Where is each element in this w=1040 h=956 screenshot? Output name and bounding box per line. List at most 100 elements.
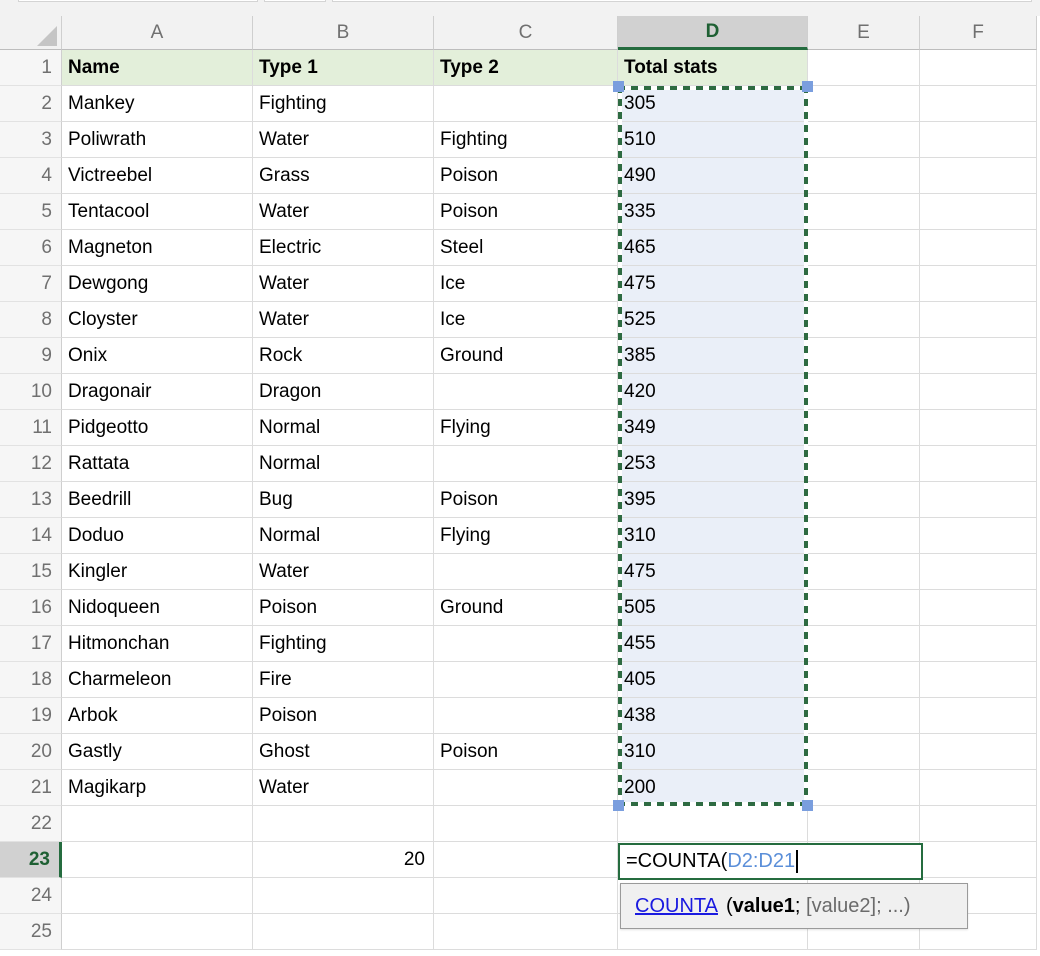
table-row[interactable]: 310	[618, 734, 808, 770]
grid-cell-empty[interactable]	[920, 518, 1037, 554]
function-wizard-box[interactable]	[264, 0, 326, 2]
column-header-b[interactable]: B	[253, 16, 434, 50]
table-row[interactable]: Magikarp	[62, 770, 253, 806]
table-row[interactable]: 405	[618, 662, 808, 698]
name-box[interactable]	[18, 0, 258, 2]
grid-cell-empty[interactable]	[253, 878, 434, 914]
table-row[interactable]: Normal	[253, 518, 434, 554]
table-row[interactable]: Water	[253, 302, 434, 338]
grid-cell-empty[interactable]	[920, 770, 1037, 806]
table-row[interactable]: Onix	[62, 338, 253, 374]
grid-cell-empty[interactable]	[920, 590, 1037, 626]
row-header-11[interactable]: 11	[0, 410, 62, 446]
table-row[interactable]: Poison	[434, 194, 618, 230]
table-row[interactable]: Rock	[253, 338, 434, 374]
table-row[interactable]: Kingler	[62, 554, 253, 590]
table-row[interactable]	[434, 662, 618, 698]
table-row[interactable]: 349	[618, 410, 808, 446]
table-row[interactable]: Cloyster	[62, 302, 253, 338]
row-header-14[interactable]: 14	[0, 518, 62, 554]
column-header-f[interactable]: F	[920, 16, 1037, 50]
table-row[interactable]: Normal	[253, 446, 434, 482]
row-header-4[interactable]: 4	[0, 158, 62, 194]
grid-cell-empty[interactable]	[920, 50, 1037, 86]
column-header-e[interactable]: E	[808, 16, 920, 50]
table-row[interactable]: Victreebel	[62, 158, 253, 194]
table-row[interactable]: Water	[253, 554, 434, 590]
grid-cell-empty[interactable]	[808, 86, 920, 122]
table-row[interactable]	[434, 446, 618, 482]
grid-cell-empty[interactable]	[920, 410, 1037, 446]
grid-cell-empty[interactable]	[808, 590, 920, 626]
grid-cell-empty[interactable]	[808, 770, 920, 806]
grid-cell-empty[interactable]	[808, 230, 920, 266]
row-header-24[interactable]: 24	[0, 878, 62, 914]
row-header-10[interactable]: 10	[0, 374, 62, 410]
table-row[interactable]: 200	[618, 770, 808, 806]
grid-cell-empty[interactable]	[253, 914, 434, 950]
grid-cell-empty[interactable]	[808, 626, 920, 662]
grid-cell-empty[interactable]	[62, 914, 253, 950]
table-row[interactable]: Beedrill	[62, 482, 253, 518]
table-row[interactable]: Tentacool	[62, 194, 253, 230]
table-row[interactable]	[434, 770, 618, 806]
table-row[interactable]: Bug	[253, 482, 434, 518]
table-row[interactable]: 253	[618, 446, 808, 482]
table-row[interactable]: 490	[618, 158, 808, 194]
table-row[interactable]: 505	[618, 590, 808, 626]
table-row[interactable]: Poison	[253, 590, 434, 626]
column-header-d[interactable]: D	[618, 16, 808, 50]
grid-cell-empty[interactable]	[920, 374, 1037, 410]
grid-cell-empty[interactable]	[808, 410, 920, 446]
table-row[interactable]: Normal	[253, 410, 434, 446]
table-header-cell[interactable]: Total stats	[618, 50, 808, 86]
grid-cell-empty[interactable]	[920, 302, 1037, 338]
table-row[interactable]	[434, 626, 618, 662]
table-row[interactable]: Doduo	[62, 518, 253, 554]
grid-cell-empty[interactable]	[920, 626, 1037, 662]
grid-cell-empty[interactable]	[808, 158, 920, 194]
grid-cell-empty[interactable]	[434, 806, 618, 842]
row-header-16[interactable]: 16	[0, 590, 62, 626]
grid-cell-empty[interactable]	[434, 842, 618, 878]
table-row[interactable]: Arbok	[62, 698, 253, 734]
grid-cell-empty[interactable]	[808, 374, 920, 410]
grid-cell-empty[interactable]	[808, 662, 920, 698]
grid-cell-empty[interactable]	[808, 446, 920, 482]
grid-cell-empty[interactable]	[808, 482, 920, 518]
grid-cell-empty[interactable]	[808, 122, 920, 158]
grid-cell-empty[interactable]	[920, 734, 1037, 770]
table-row[interactable]: 475	[618, 554, 808, 590]
table-row[interactable]: Charmeleon	[62, 662, 253, 698]
table-row[interactable]: 455	[618, 626, 808, 662]
grid-cell-empty[interactable]	[808, 518, 920, 554]
result-cell-b23[interactable]: 20	[253, 842, 434, 878]
row-header-15[interactable]: 15	[0, 554, 62, 590]
table-row[interactable]: Ghost	[253, 734, 434, 770]
row-header-25[interactable]: 25	[0, 914, 62, 950]
table-row[interactable]: Steel	[434, 230, 618, 266]
table-row[interactable]: Pidgeotto	[62, 410, 253, 446]
table-row[interactable]: Water	[253, 122, 434, 158]
grid-cell-empty[interactable]	[920, 266, 1037, 302]
table-row[interactable]: 335	[618, 194, 808, 230]
table-row[interactable]: 420	[618, 374, 808, 410]
grid-cell-empty[interactable]	[920, 662, 1037, 698]
table-row[interactable]: Dragonair	[62, 374, 253, 410]
grid-cell-empty[interactable]	[920, 122, 1037, 158]
table-row[interactable]	[434, 698, 618, 734]
table-row[interactable]: Water	[253, 770, 434, 806]
grid-cell-empty[interactable]	[808, 266, 920, 302]
table-row[interactable]: Fighting	[434, 122, 618, 158]
table-row[interactable]: Flying	[434, 518, 618, 554]
table-row[interactable]: Hitmonchan	[62, 626, 253, 662]
table-row[interactable]: Water	[253, 194, 434, 230]
grid-cell-empty[interactable]	[920, 446, 1037, 482]
table-row[interactable]: Water	[253, 266, 434, 302]
table-row[interactable]: 465	[618, 230, 808, 266]
grid-cell-empty[interactable]	[920, 842, 1037, 878]
row-header-6[interactable]: 6	[0, 230, 62, 266]
grid-cell-empty[interactable]	[62, 806, 253, 842]
table-row[interactable]: Poliwrath	[62, 122, 253, 158]
table-row[interactable]: 385	[618, 338, 808, 374]
